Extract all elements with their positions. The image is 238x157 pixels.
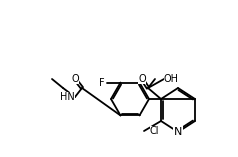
- Text: O: O: [138, 74, 146, 84]
- Text: HN: HN: [60, 92, 75, 102]
- Text: F: F: [99, 78, 104, 88]
- Text: OH: OH: [164, 74, 179, 84]
- Text: N: N: [174, 127, 182, 137]
- Text: Cl: Cl: [150, 126, 159, 136]
- Text: O: O: [71, 74, 79, 84]
